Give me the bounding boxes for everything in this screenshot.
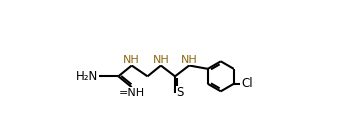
Text: S: S [177,86,184,99]
Text: =NH: =NH [119,88,145,98]
Text: NH: NH [181,55,198,65]
Text: NH: NH [152,55,169,65]
Text: NH: NH [123,55,140,65]
Text: Cl: Cl [241,77,253,90]
Text: H₂N: H₂N [76,70,98,83]
